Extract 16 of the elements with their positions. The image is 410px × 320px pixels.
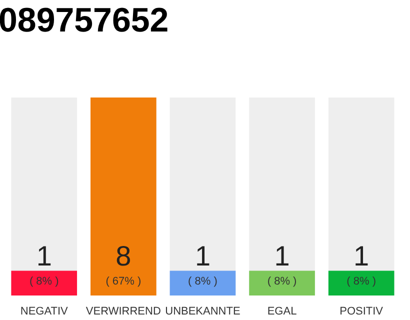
data-label: 1 bbox=[36, 240, 52, 272]
annotation: ( 8% ) bbox=[188, 276, 218, 288]
annotation: ( 67% ) bbox=[106, 276, 142, 288]
annotation: ( 8% ) bbox=[346, 276, 376, 288]
data-label: 8 bbox=[116, 240, 132, 272]
x-tick-label: POSITIV bbox=[340, 306, 384, 318]
x-tick-label: EGAL bbox=[267, 306, 297, 318]
x-tick-label: UNBEKANNTE bbox=[165, 306, 240, 318]
data-label: 1 bbox=[354, 240, 370, 272]
chart-title: 089757652 bbox=[0, 2, 169, 40]
x-tick-label: VERWIRREND bbox=[86, 306, 161, 318]
data-label: 1 bbox=[194, 240, 211, 272]
data-label: 1 bbox=[274, 240, 290, 272]
annotation: ( 8% ) bbox=[267, 276, 297, 288]
x-tick-label: NEGATIV bbox=[20, 306, 69, 318]
annotation: ( 8% ) bbox=[29, 276, 59, 288]
